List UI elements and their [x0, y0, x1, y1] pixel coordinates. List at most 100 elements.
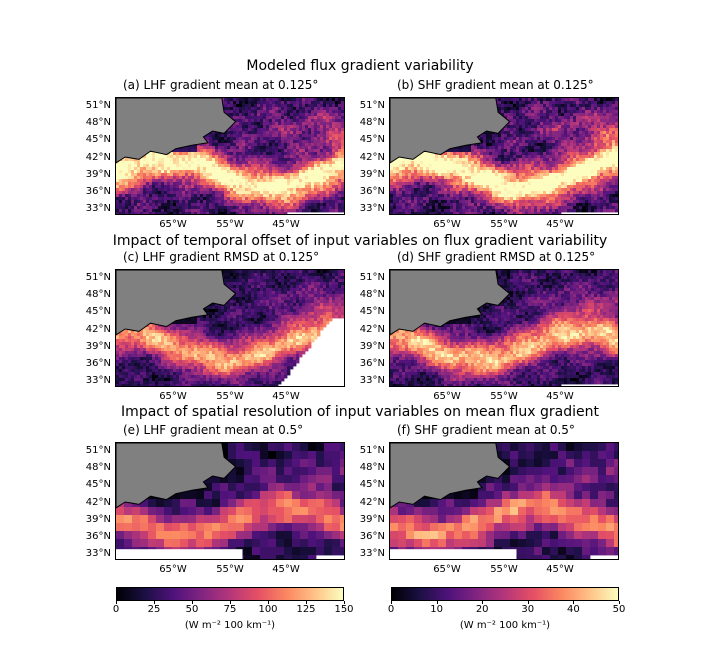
lat-tick-label: 45°N [85, 479, 111, 491]
heatmap-d [390, 270, 618, 386]
panel-title-c: (c) LHF gradient RMSD at 0.125° [123, 250, 320, 264]
lon-tick-label: 55°W [490, 391, 518, 402]
land-mask [390, 443, 511, 509]
lat-tick-label: 51°N [85, 272, 111, 283]
colorbar-tick-mark [391, 601, 392, 604]
lon-tick-label: 55°W [216, 219, 244, 230]
lat-tick-label: 48°N [359, 117, 385, 129]
colorbar-tick-mark [116, 601, 117, 604]
panel-title-a: (a) LHF gradient mean at 0.125° [123, 78, 319, 92]
colorbar-tick-mark [482, 601, 484, 604]
lon-tick-label: 55°W [490, 564, 518, 575]
lat-tick-label: 33°N [359, 375, 385, 387]
colorbar-unit-lhf: (W m⁻² 100 km⁻¹) [184, 620, 276, 631]
colorbar-tick-label: 25 [147, 604, 161, 615]
lat-tick-label: 45°N [85, 306, 111, 318]
map-panel-f [389, 442, 619, 560]
land-mask [390, 270, 511, 336]
colorbar-lhf [116, 587, 344, 601]
lat-tick-label: 42°N [359, 496, 385, 508]
land-mask [390, 98, 511, 164]
colorbar-tick-mark [192, 601, 193, 604]
figure-title-row-1: Modeled flux gradient variability [246, 58, 474, 74]
lat-tick-label: 51°N [359, 100, 385, 111]
colorbar-unit-shf: (W m⁻² 100 km⁻¹) [459, 620, 551, 631]
lat-tick-label: 39°N [85, 513, 111, 525]
map-panel-e [115, 442, 345, 560]
lat-tick-label: 39°N [85, 340, 111, 352]
lon-tick-label: 45°W [546, 219, 574, 230]
lat-tick-label: 51°N [85, 445, 111, 456]
lon-tick-label: 45°W [546, 564, 574, 575]
heatmap-a [116, 98, 344, 214]
colorbar-tick-mark [573, 601, 575, 604]
lon-tick-label: 45°W [272, 391, 300, 402]
lon-tick-label: 65°W [433, 219, 461, 230]
panel-title-d: (d) SHF gradient RMSD at 0.125° [397, 250, 596, 264]
lat-tick-label: 45°N [359, 306, 385, 318]
colorbar-tick-mark [344, 601, 345, 604]
lat-tick-label: 48°N [85, 462, 111, 474]
lat-tick-label: 39°N [85, 168, 111, 180]
lon-tick-label: 65°W [433, 391, 461, 402]
lon-tick-label: 45°W [272, 564, 300, 575]
lon-tick-label: 55°W [216, 564, 244, 575]
colorbar-tick-label: 100 [258, 604, 278, 615]
lon-tick-label: 45°W [546, 391, 574, 402]
panel-title-b: (b) SHF gradient mean at 0.125° [397, 78, 594, 92]
land-mask [116, 443, 237, 509]
lat-tick-label: 48°N [359, 289, 385, 301]
lat-tick-label: 45°N [359, 479, 385, 491]
colorbar-tick-label: 0 [112, 604, 120, 615]
lat-tick-label: 42°N [85, 151, 111, 163]
lat-tick-label: 36°N [359, 358, 385, 369]
colorbar-tick-label: 20 [475, 604, 489, 615]
lat-tick-label: 42°N [85, 496, 111, 508]
lat-tick-label: 51°N [359, 445, 385, 456]
colorbar-tick-label: 50 [185, 604, 199, 615]
colorbar-tick-label: 50 [612, 604, 626, 615]
heatmap-e [116, 443, 344, 559]
lon-tick-label: 65°W [159, 219, 187, 230]
heatmap-f [390, 443, 618, 559]
colorbar-tick-mark [268, 601, 269, 604]
colorbar-tick-mark [527, 601, 529, 604]
lat-tick-label: 39°N [359, 340, 385, 352]
colorbar-tick-mark [306, 601, 307, 604]
colorbar-tick-mark [154, 601, 155, 604]
heatmap-b [390, 98, 618, 214]
lat-tick-label: 36°N [85, 358, 111, 369]
lon-tick-label: 45°W [272, 219, 300, 230]
colorbar-shf [391, 587, 619, 601]
land-mask [116, 270, 237, 336]
land-mask [116, 98, 237, 164]
lat-tick-label: 39°N [359, 513, 385, 525]
colorbar-tick-label: 40 [567, 604, 580, 615]
lat-tick-label: 51°N [359, 272, 385, 283]
colorbar-tick-mark [436, 601, 438, 604]
colorbar-tick-label: 30 [521, 604, 535, 615]
lat-tick-label: 45°N [359, 134, 385, 146]
lat-tick-label: 33°N [359, 203, 385, 215]
lat-tick-label: 51°N [85, 100, 111, 111]
lat-tick-label: 36°N [85, 186, 111, 197]
colorbar-tick-label: 0 [387, 604, 395, 615]
figure-title-row-2: Impact of temporal offset of input varia… [112, 233, 608, 249]
lat-tick-label: 45°N [85, 134, 111, 146]
colorbar-tick-label: 150 [334, 604, 354, 615]
lat-tick-label: 33°N [85, 548, 111, 560]
lon-tick-label: 65°W [159, 564, 187, 575]
map-panel-a [115, 97, 345, 215]
lat-tick-label: 39°N [359, 168, 385, 180]
lat-tick-label: 33°N [359, 548, 385, 560]
colorbar-tick-label: 10 [430, 604, 443, 615]
lat-tick-label: 42°N [85, 323, 111, 335]
colorbar-tick-mark [230, 601, 231, 604]
lon-tick-label: 55°W [490, 219, 518, 230]
panel-title-f: (f) SHF gradient mean at 0.5° [397, 423, 575, 437]
lat-tick-label: 36°N [359, 186, 385, 197]
map-panel-b [389, 97, 619, 215]
figure-title-row-3: Impact of spatial resolution of input va… [121, 404, 599, 420]
lon-tick-label: 65°W [159, 391, 187, 402]
lat-tick-label: 42°N [359, 151, 385, 163]
